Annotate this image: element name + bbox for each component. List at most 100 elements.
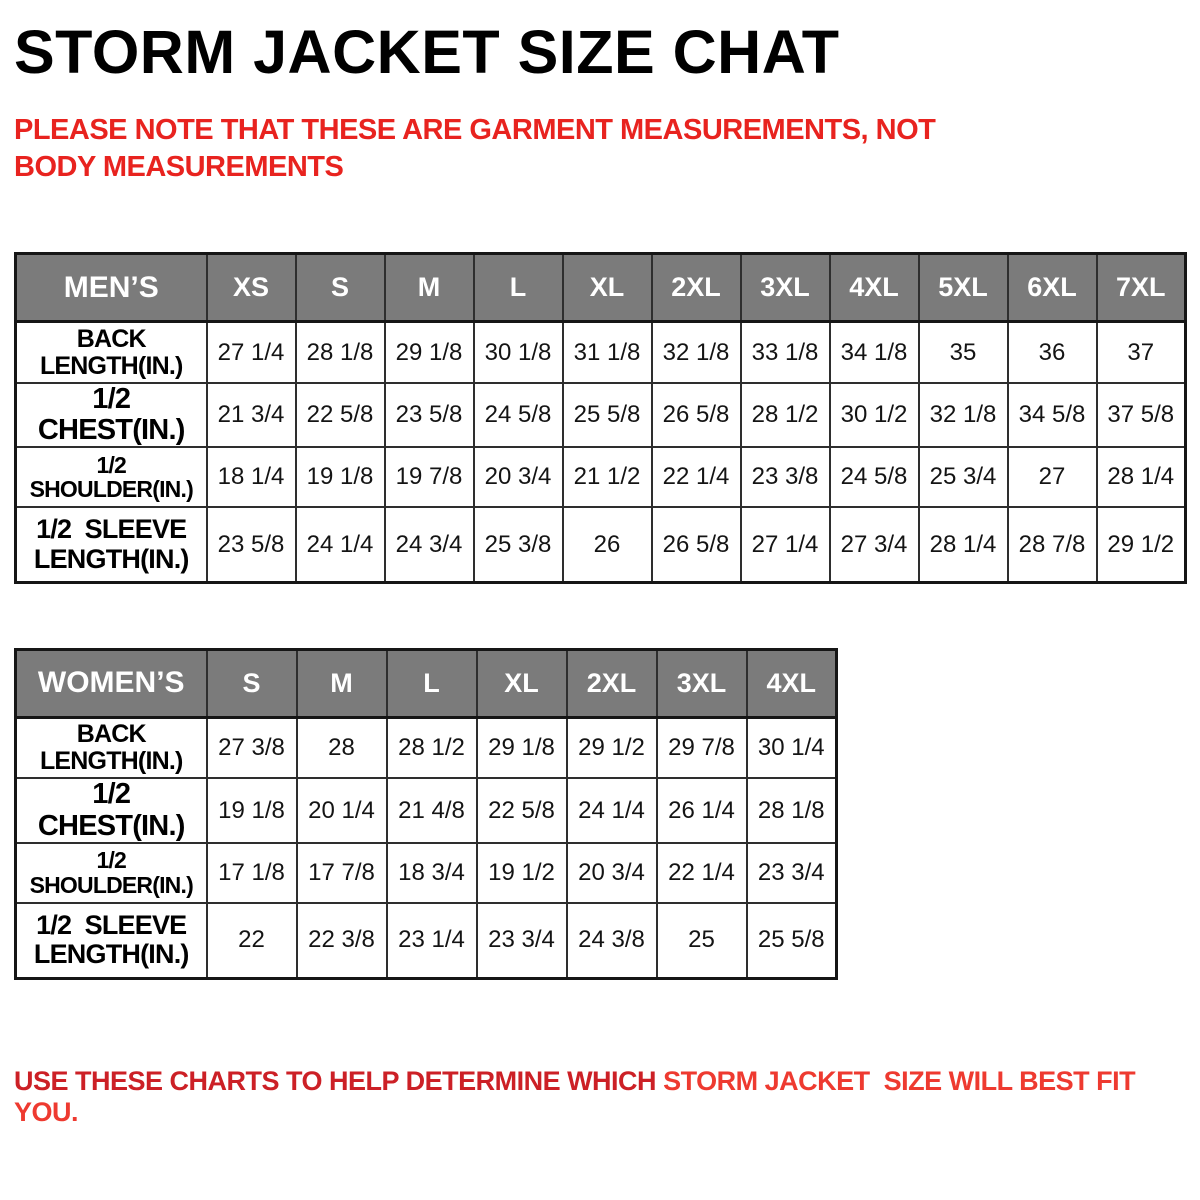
womens-size-value-cell: 17 7/8 xyxy=(295,842,388,905)
mens-size-column-header: 5XL xyxy=(917,252,1009,324)
mens-size-value-cell: 21 3/4 xyxy=(205,381,297,449)
mens-size-value-cell: 32 1/8 xyxy=(917,381,1009,449)
mens-size-column-header: M xyxy=(383,252,475,324)
womens-size-column-header: 4XL xyxy=(745,648,838,719)
mens-measurement-row: 1/2 CHEST(IN.) 21 3/4 22 5/8 23 5/8 24 5/8 25… xyxy=(14,381,1187,449)
womens-size-value-cell: 30 1/4 xyxy=(745,716,838,780)
mens-size-value-cell: 24 3/4 xyxy=(383,506,475,584)
mens-size-value-cell: 36 xyxy=(1006,320,1098,384)
mens-size-value-cell: 19 7/8 xyxy=(383,446,475,509)
mens-size-value-cell: 32 1/8 xyxy=(650,320,742,384)
mens-size-column-header: S xyxy=(294,252,386,324)
mens-header-row: MEN’S XS S M L XL 2XL 3XL 4XL 5XL 6XL 7XL xyxy=(14,252,1187,324)
mens-size-value-cell: 28 1/8 xyxy=(294,320,386,384)
mens-size-column-header: L xyxy=(472,252,564,324)
fit-guidance-text-part2: STORM JACKET SIZE WILL BEST FIT YOU. xyxy=(14,1065,1142,1127)
womens-measurement-row: BACK LENGTH(IN.) 27 3/8 28 28 1/2 29 1/8 29 1… xyxy=(14,716,838,780)
mens-size-column-header: 4XL xyxy=(828,252,920,324)
mens-size-value-cell: 20 3/4 xyxy=(472,446,564,509)
womens-size-value-cell: 17 1/8 xyxy=(205,842,298,905)
mens-size-value-cell: 27 1/4 xyxy=(205,320,297,384)
womens-size-value-cell: 18 3/4 xyxy=(385,842,478,905)
page-title: STORM JACKET SIZE CHAT xyxy=(14,18,840,86)
mens-size-column-header: XS xyxy=(205,252,297,324)
mens-size-value-cell: 25 3/4 xyxy=(917,446,1009,509)
womens-row-label-shoulder: 1/2 SHOULDER(IN.) xyxy=(14,842,208,905)
mens-size-column-header: 2XL xyxy=(650,252,742,324)
fit-guidance-text: USE THESE CHARTS TO HELP DETERMINE WHICH… xyxy=(14,1066,1186,1128)
mens-size-column-header: XL xyxy=(561,252,653,324)
mens-size-value-cell: 25 5/8 xyxy=(561,381,653,449)
womens-size-value-cell: 21 4/8 xyxy=(385,777,478,845)
mens-size-value-cell: 24 5/8 xyxy=(828,446,920,509)
womens-size-value-cell: 24 3/8 xyxy=(565,902,658,980)
mens-size-value-cell: 30 1/8 xyxy=(472,320,564,384)
mens-measurement-row: 1/2 SLEEVE LENGTH(IN.) 23 5/8 24 1/4 24 3/4… xyxy=(14,506,1187,584)
mens-size-value-cell: 37 5/8 xyxy=(1095,381,1187,449)
mens-size-value-cell: 28 1/4 xyxy=(1095,446,1187,509)
mens-size-value-cell: 34 5/8 xyxy=(1006,381,1098,449)
womens-size-value-cell: 23 3/4 xyxy=(475,902,568,980)
womens-size-value-cell: 28 1/8 xyxy=(745,777,838,845)
womens-header-row: WOMEN’S S M L XL 2XL 3XL 4XL xyxy=(14,648,838,719)
mens-measurement-row: 1/2 SHOULDER(IN.) 18 1/4 19 1/8 19 7/8 20 3/… xyxy=(14,446,1187,509)
womens-measurement-row: 1/2 CHEST(IN.) 19 1/8 20 1/4 21 4/8 22 5/8 24… xyxy=(14,777,838,845)
womens-size-value-cell: 23 1/4 xyxy=(385,902,478,980)
womens-row-label-sleeve: 1/2 SLEEVE LENGTH(IN.) xyxy=(14,902,208,980)
mens-size-value-cell: 33 1/8 xyxy=(739,320,831,384)
mens-size-column-header: 7XL xyxy=(1095,252,1187,324)
mens-size-value-cell: 26 5/8 xyxy=(650,381,742,449)
fit-guidance-text-part1: USE THESE CHARTS TO HELP DETERMINE WHICH xyxy=(14,1065,664,1096)
mens-measurement-row: BACK LENGTH(IN.) 27 1/4 28 1/8 29 1/8 30 1/8… xyxy=(14,320,1187,384)
womens-size-table: WOMEN’S S M L XL 2XL 3XL 4XL BACK LENGTH(IN.) 27 … xyxy=(14,647,838,980)
mens-size-value-cell: 22 1/4 xyxy=(650,446,742,509)
mens-size-value-cell: 21 1/2 xyxy=(561,446,653,509)
womens-size-value-cell: 24 1/4 xyxy=(565,777,658,845)
mens-size-value-cell: 25 3/8 xyxy=(472,506,564,584)
womens-size-value-cell: 27 3/8 xyxy=(205,716,298,780)
mens-size-value-cell: 28 7/8 xyxy=(1006,506,1098,584)
womens-row-label-chest: 1/2 CHEST(IN.) xyxy=(14,777,208,845)
mens-size-value-cell: 24 1/4 xyxy=(294,506,386,584)
mens-size-value-cell: 26 5/8 xyxy=(650,506,742,584)
mens-size-column-header: 3XL xyxy=(739,252,831,324)
mens-size-value-cell: 37 xyxy=(1095,320,1187,384)
womens-size-value-cell: 19 1/2 xyxy=(475,842,568,905)
garment-measurement-note: PLEASE NOTE THAT THESE ARE GARMENT MEASU… xyxy=(14,114,943,184)
womens-size-value-cell: 25 xyxy=(655,902,748,980)
mens-size-value-cell: 24 5/8 xyxy=(472,381,564,449)
mens-size-value-cell: 26 xyxy=(561,506,653,584)
womens-measurement-row: 1/2 SLEEVE LENGTH(IN.) 22 22 3/8 23 1/4 23 3… xyxy=(14,902,838,980)
mens-size-value-cell: 18 1/4 xyxy=(205,446,297,509)
womens-size-value-cell: 29 1/8 xyxy=(475,716,568,780)
womens-table-title: WOMEN’S xyxy=(14,648,208,719)
womens-size-value-cell: 23 3/4 xyxy=(745,842,838,905)
womens-size-value-cell: 29 7/8 xyxy=(655,716,748,780)
womens-size-value-cell: 28 1/2 xyxy=(385,716,478,780)
womens-row-label-back: BACK LENGTH(IN.) xyxy=(14,716,208,780)
womens-size-value-cell: 22 xyxy=(205,902,298,980)
womens-size-value-cell: 19 1/8 xyxy=(205,777,298,845)
mens-size-value-cell: 27 xyxy=(1006,446,1098,509)
mens-size-value-cell: 35 xyxy=(917,320,1009,384)
womens-size-column-header: L xyxy=(385,648,478,719)
mens-size-value-cell: 29 1/8 xyxy=(383,320,475,384)
size-chart-page: STORM JACKET SIZE CHAT PLEASE NOTE THAT … xyxy=(14,18,1187,1128)
womens-size-value-cell: 28 xyxy=(295,716,388,780)
womens-measurement-row: 1/2 SHOULDER(IN.) 17 1/8 17 7/8 18 3/4 19 1/… xyxy=(14,842,838,905)
mens-size-value-cell: 28 1/4 xyxy=(917,506,1009,584)
mens-size-value-cell: 23 5/8 xyxy=(205,506,297,584)
womens-size-value-cell: 22 5/8 xyxy=(475,777,568,845)
mens-size-value-cell: 19 1/8 xyxy=(294,446,386,509)
womens-size-column-header: 3XL xyxy=(655,648,748,719)
womens-size-column-header: S xyxy=(205,648,298,719)
womens-size-value-cell: 29 1/2 xyxy=(565,716,658,780)
womens-size-value-cell: 20 1/4 xyxy=(295,777,388,845)
mens-size-value-cell: 23 3/8 xyxy=(739,446,831,509)
mens-size-value-cell: 29 1/2 xyxy=(1095,506,1187,584)
mens-size-value-cell: 27 1/4 xyxy=(739,506,831,584)
mens-size-value-cell: 31 1/8 xyxy=(561,320,653,384)
mens-size-value-cell: 34 1/8 xyxy=(828,320,920,384)
mens-size-value-cell: 23 5/8 xyxy=(383,381,475,449)
mens-row-label-sleeve: 1/2 SLEEVE LENGTH(IN.) xyxy=(14,506,208,584)
